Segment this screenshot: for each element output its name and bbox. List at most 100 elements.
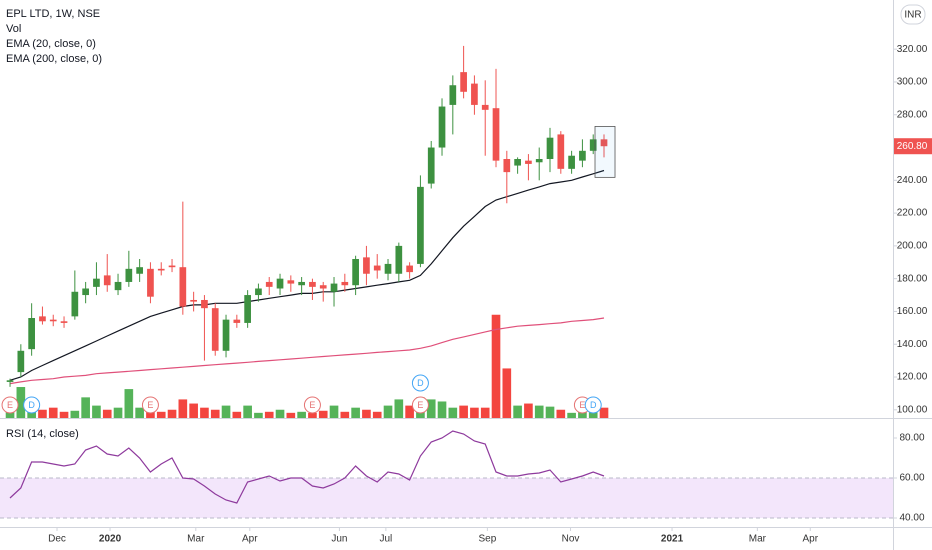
candle-body [233,319,241,323]
volume-bar [459,405,468,418]
ema-line [9,169,605,381]
candle-body [179,267,187,307]
volume-bar [578,410,587,418]
volume-bar [329,405,339,418]
x-tick-label: Apr [802,534,818,545]
candle-body [481,104,489,110]
candle-body [201,299,208,309]
y-tick-label: 280.00 [897,109,928,120]
currency-label: INR [904,10,921,21]
currency-badge[interactable] [900,4,926,25]
volume-bar [221,405,231,418]
x-tick-label: Mar [187,534,205,545]
price-pane: E D E E EDE D [1,45,616,418]
ema20-legend: EMA (20, close, 0) [6,38,96,50]
volume-bar [588,409,598,418]
x-tick-label: Dec [48,534,66,545]
candle-body [168,265,176,268]
volume-bar [340,411,350,418]
chart-title: EPL LTD, 1W, NSE [6,8,100,20]
volume-bar [513,405,522,418]
candle-body [244,295,251,323]
volume-bar [405,405,414,418]
y-tick-label: 140.00 [897,339,928,350]
volume-bar [308,412,317,418]
y-tick-label: 240.00 [897,175,928,186]
candle-body [49,319,57,322]
candle-body [147,268,154,297]
selection-box [594,126,616,178]
candle-body [363,257,370,274]
candle-body [438,106,446,148]
candle-body [82,288,89,296]
rsi-tick-label: 80.00 [899,433,924,444]
volume-bar [38,409,47,418]
volume-bar [70,410,80,418]
volume-bar [599,407,609,418]
volume-bar [556,409,566,418]
volume-bar [394,399,404,418]
candle-body [93,278,100,287]
event-label: E [417,400,423,410]
candle-body [535,159,543,163]
candle-body [17,350,25,373]
candle-body [222,319,230,351]
volume-bar [297,411,306,418]
event-marker [411,374,429,392]
volume-bar [318,410,328,418]
volume-bar [135,407,144,418]
candle-body [39,316,46,322]
candle-body [71,291,79,317]
candle-body [287,280,295,284]
candle-body [276,278,284,289]
volume-bar [372,411,382,418]
rsi-tick-label: 40.00 [899,513,924,524]
candle-body [211,308,219,351]
candle-body [514,159,521,166]
candle-body [6,380,14,382]
last-price-label: 260.80 [897,141,928,152]
volume-bar [210,409,220,418]
volume-bar [81,397,90,418]
volume-bar [534,405,544,418]
volume-bar [243,405,252,418]
candle-body [125,268,133,282]
candle-body [298,281,305,286]
candle-body [471,83,478,105]
candle-body [427,147,435,184]
volume-bar [351,407,360,418]
y-tick-label: 100.00 [897,404,928,415]
candle-body [352,258,359,286]
event-label: D [590,400,597,410]
candle-body [114,281,122,291]
volume-bar [113,407,123,418]
candle-body [568,155,575,169]
y-tick-label: 300.00 [897,77,928,88]
y-tick-label: 200.00 [897,241,928,252]
event-label: E [7,400,13,410]
volume-bar [167,409,177,418]
y-tick-label: 160.00 [897,306,928,317]
volume-bar [286,412,296,418]
event-label: E [309,400,315,410]
candle-body [255,288,262,296]
candle-body [503,159,511,173]
candle-body [589,139,597,151]
event-label: E [147,400,153,410]
y-tick-label: 180.00 [897,273,928,284]
candle-body [309,281,316,287]
y-tick-label: 320.00 [897,44,928,55]
volume-bar [124,389,134,418]
candle-body [460,72,467,92]
volume-bar [362,409,371,418]
rsi-band [0,478,893,518]
event-marker [584,396,602,414]
candle-body [265,281,273,287]
event-marker [141,396,159,414]
volume-bar [275,409,285,418]
event-marker [23,396,41,414]
volume-bar [480,407,490,418]
candle-body [330,283,338,292]
candle-body [395,245,403,274]
